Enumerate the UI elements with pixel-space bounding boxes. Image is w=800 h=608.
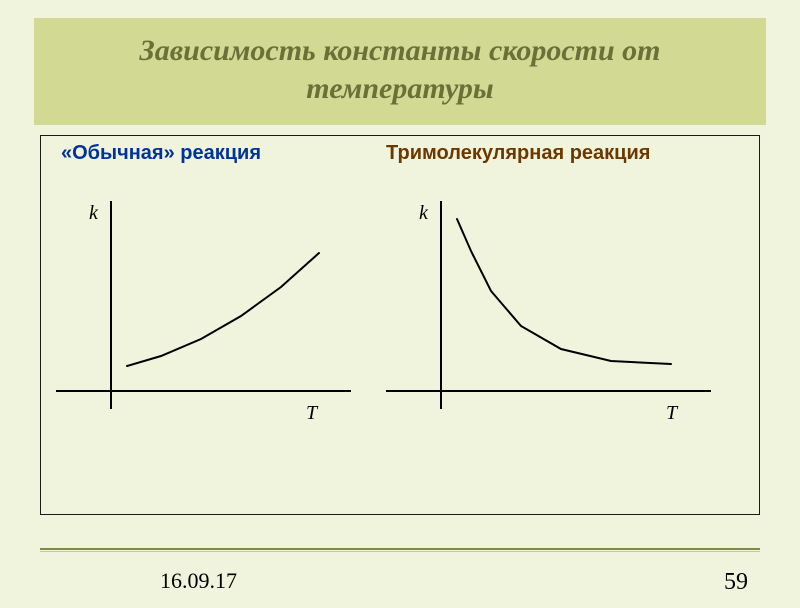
subtitle-right: Тримолекулярная реакция [386,142,749,165]
footer-rule [40,548,760,552]
subtitles-row: «Обычная» реакция Тримолекулярная реакци… [51,142,749,165]
title-band: Зависимость константы скорости от темпер… [34,18,766,125]
slide-title: Зависимость константы скорости от темпер… [44,32,756,107]
svg-text:k: k [89,202,99,224]
slide-page-number: 59 [724,569,748,596]
charts-svg: k Tk T [51,171,751,481]
svg-text:T: T [666,402,679,424]
charts-area: k Tk T [51,171,749,481]
content-box: «Обычная» реакция Тримолекулярная реакци… [40,135,760,515]
svg-text:k: k [419,202,429,224]
slide-date: 16.09.17 [160,568,237,594]
svg-text:T: T [306,402,319,424]
subtitle-left: «Обычная» реакция [51,142,386,165]
